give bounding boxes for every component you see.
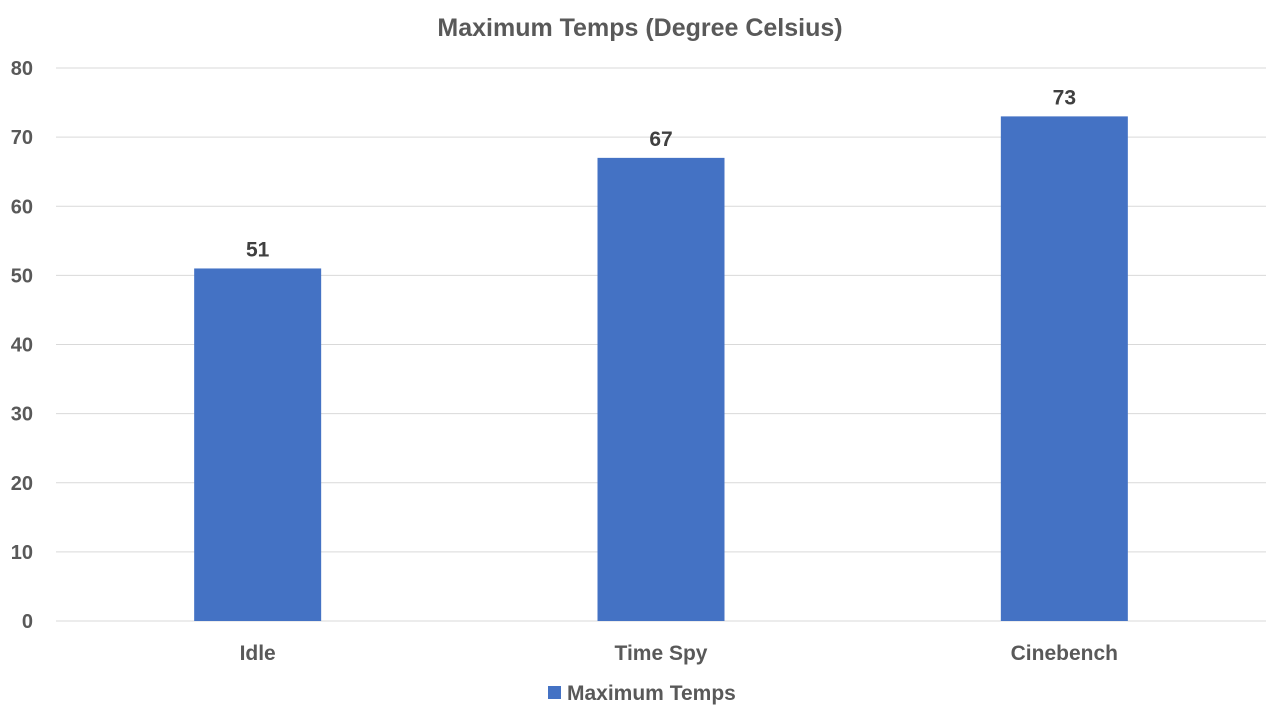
- data-label: 67: [649, 128, 672, 151]
- bar-idle: [194, 268, 322, 621]
- y-tick-label: 50: [11, 265, 33, 287]
- x-tick-label: Cinebench: [1011, 642, 1118, 665]
- x-tick-label: Idle: [240, 642, 276, 665]
- y-tick-label: 60: [11, 196, 33, 218]
- y-tick-label: 10: [11, 542, 33, 564]
- data-labels: 51 67 73: [246, 86, 1076, 261]
- y-axis-ticks: 0 10 20 30 40 50 60 70 80: [11, 58, 33, 633]
- y-tick-label: 0: [22, 611, 33, 633]
- legend-label-maximum-temps: Maximum Temps: [567, 682, 736, 705]
- y-tick-label: 70: [11, 127, 33, 149]
- legend-swatch-maximum-temps: [548, 686, 561, 699]
- bars: [194, 116, 1128, 622]
- x-axis-ticks: Idle Time Spy Cinebench: [240, 642, 1118, 665]
- bar-cinebench: [1000, 116, 1128, 621]
- legend: Maximum Temps: [548, 682, 736, 705]
- y-tick-label: 40: [11, 335, 33, 357]
- y-tick-label: 30: [11, 404, 33, 426]
- chart-title: Maximum Temps (Degree Celsius): [437, 14, 842, 42]
- y-tick-label: 20: [11, 473, 33, 495]
- data-label: 73: [1053, 86, 1076, 109]
- data-label: 51: [246, 238, 270, 261]
- x-tick-label: Time Spy: [615, 642, 708, 665]
- y-tick-label: 80: [11, 58, 33, 80]
- bar-time-spy: [597, 157, 725, 622]
